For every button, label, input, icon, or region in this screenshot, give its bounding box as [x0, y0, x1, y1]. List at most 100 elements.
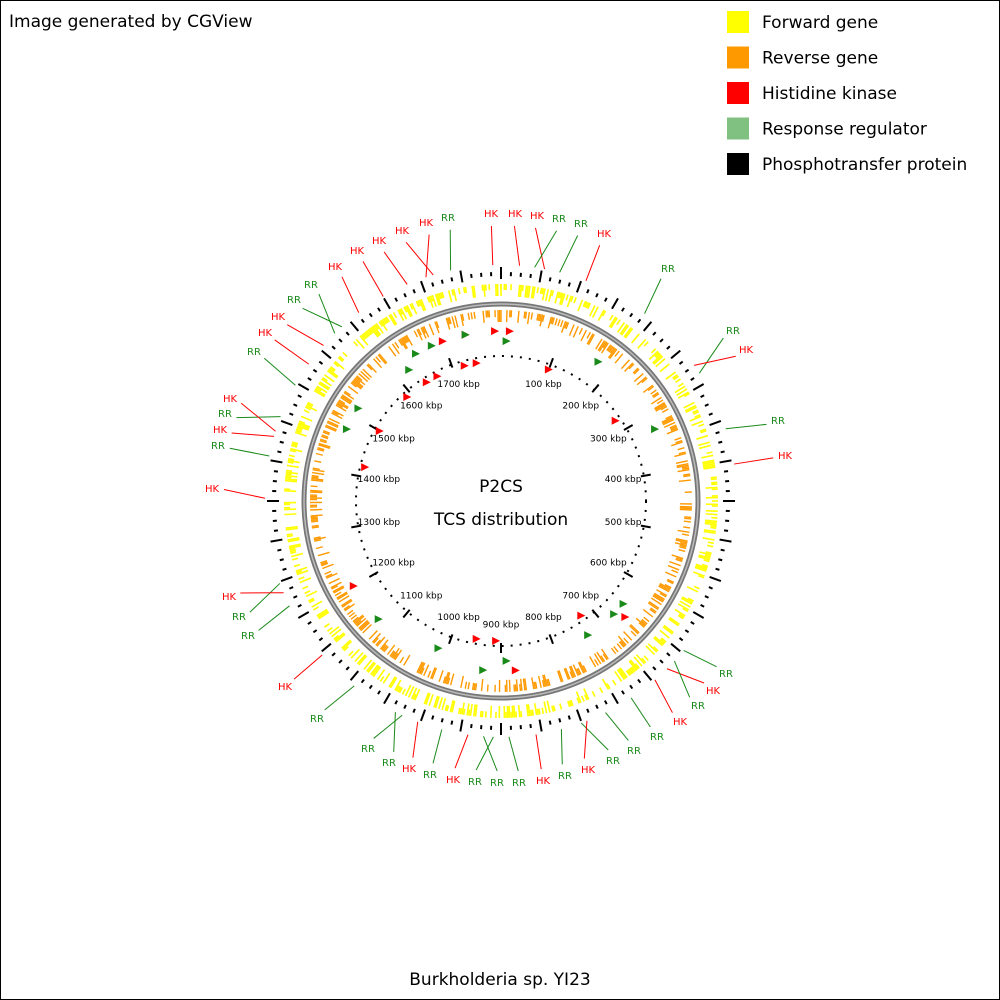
ring-tick: [684, 368, 690, 373]
callout-label: HK: [706, 686, 721, 697]
scale-label: 600 kbp: [590, 559, 627, 569]
forward-gene: [711, 481, 718, 484]
forward-gene: [291, 557, 299, 561]
forward-gene: [559, 703, 563, 710]
scale-label: 1000 kbp: [437, 613, 480, 623]
callout-label: RR: [382, 758, 396, 769]
ring-tick: [349, 321, 360, 332]
reverse-gene: [325, 573, 333, 578]
callout-label: RR: [719, 669, 733, 680]
forward-gene: [398, 308, 403, 315]
forward-gene: [591, 306, 599, 318]
ring-tick: [440, 718, 444, 723]
forward-gene: [438, 292, 442, 300]
reverse-gene: [315, 546, 323, 550]
forward-gene: [703, 466, 716, 470]
ring-tick: [368, 684, 373, 690]
ring-tick: [567, 282, 571, 287]
forward-gene: [289, 547, 296, 551]
forward-gene: [397, 686, 402, 693]
ring-tick: [642, 321, 653, 332]
forward-gene: [359, 335, 369, 346]
forward-gene: [700, 429, 707, 434]
forward-gene: [628, 660, 638, 671]
ring-tick: [718, 440, 723, 444]
reverse-gene: [547, 316, 553, 329]
reverse-gene: [444, 671, 450, 684]
reverse-gene: [321, 562, 329, 567]
forward-gene: [316, 608, 328, 617]
reverse-gene: [310, 491, 323, 494]
forward-gene: [326, 627, 333, 632]
ring-tick: [282, 431, 287, 435]
forward-gene: [678, 613, 685, 618]
forward-gene: [398, 687, 403, 694]
reverse-gene: [539, 314, 544, 327]
ring-tick: [383, 692, 391, 705]
scale-label: 1700 kbp: [437, 380, 480, 390]
forward-gene: [444, 704, 448, 711]
forward-gene: [395, 685, 401, 692]
forward-gene: [684, 404, 697, 412]
reverse-gene: [474, 683, 478, 691]
reverse-gene: [321, 435, 329, 440]
reverse-gene: [539, 314, 542, 322]
ring-tick: [377, 307, 381, 312]
reverse-gene: [383, 645, 389, 653]
forward-gene: [525, 285, 529, 298]
reverse-gene: [398, 339, 403, 347]
reverse-gene: [376, 636, 386, 647]
forward-gene: [410, 302, 418, 315]
reverse-gene: [684, 517, 692, 520]
reverse-gene: [330, 581, 342, 589]
callout-label: HK: [508, 209, 523, 220]
reverse-gene: [354, 615, 365, 625]
reverse-gene: [682, 467, 690, 471]
callout-label: RR: [247, 347, 261, 358]
callout-label: RR: [423, 770, 437, 781]
reverse-gene: [537, 313, 541, 321]
forward-gene: [524, 285, 528, 298]
forward-gene: [662, 626, 673, 635]
reverse-gene: [318, 444, 331, 450]
forward-gene: [511, 705, 514, 718]
ring-tick: [307, 377, 312, 381]
legend-swatch: [727, 82, 749, 104]
reverse-gene: [336, 403, 343, 408]
reverse-gene: [373, 358, 383, 369]
reverse-gene: [417, 662, 425, 674]
reverse-gene: [471, 682, 475, 690]
forward-gene: [541, 288, 545, 295]
reverse-gene: [674, 542, 687, 547]
forward-gene: [284, 479, 297, 483]
scale-ring: [355, 355, 647, 647]
ring-tick: [700, 394, 705, 398]
reverse-gene: [564, 321, 568, 329]
ring-tick: [297, 604, 302, 608]
forward-gene: [367, 329, 373, 335]
callout-label: HK: [597, 229, 612, 240]
forward-gene: [311, 600, 323, 608]
forward-gene: [570, 295, 574, 303]
forward-gene: [315, 386, 322, 392]
forward-gene: [415, 300, 420, 308]
ring-tick: [666, 652, 671, 657]
forward-gene: [326, 370, 338, 379]
reverse-gene: [400, 337, 409, 349]
forward-gene: [539, 287, 543, 294]
forward-gene: [378, 321, 384, 327]
forward-gene: [689, 415, 702, 422]
backbone-highlight: [303, 303, 699, 699]
reverse-gene: [310, 508, 323, 511]
reverse-gene: [356, 375, 363, 381]
callout-line: [231, 432, 275, 437]
forward-gene: [560, 293, 566, 306]
reverse-gene: [674, 452, 687, 458]
forward-gene: [705, 486, 718, 489]
reverse-gene: [401, 337, 407, 344]
reverse-gene: [608, 346, 614, 353]
ring-tick: [277, 548, 282, 552]
callout-label: HK: [395, 226, 410, 237]
forward-gene: [703, 530, 716, 535]
forward-gene: [372, 324, 382, 336]
